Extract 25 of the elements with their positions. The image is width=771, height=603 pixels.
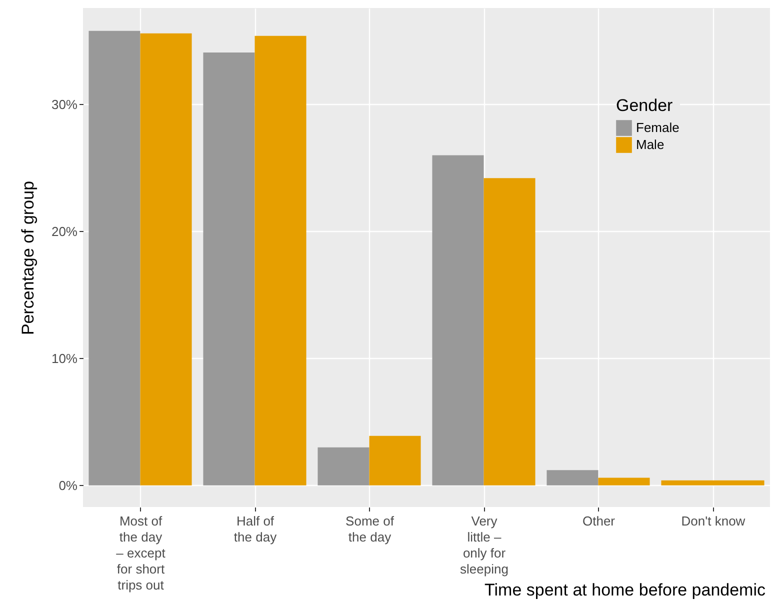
bar [598, 478, 650, 486]
y-tick-label: 0% [58, 478, 78, 493]
legend-label: Female [636, 120, 680, 135]
bar [318, 447, 370, 486]
bar [140, 33, 192, 486]
y-axis-title: Percentage of group [18, 180, 38, 336]
x-tick-label: Most of the day – except for short trips out [116, 514, 166, 592]
legend-label: Male [636, 137, 664, 152]
x-axis-title: Time spent at home before pandemic [484, 580, 766, 600]
bar [254, 36, 306, 486]
x-tick-label: Half of the day [234, 514, 278, 544]
bar [546, 470, 598, 486]
x-tick-label: Some of the day [346, 514, 394, 544]
legend-title: Gender [616, 96, 674, 115]
bar [369, 436, 421, 486]
bar [432, 155, 484, 486]
bar [203, 52, 255, 486]
x-tick-label: Don't know [681, 514, 746, 528]
y-tick-label: 20% [51, 224, 78, 239]
y-tick-label: 10% [51, 350, 78, 366]
bar [484, 178, 536, 486]
bar [88, 30, 140, 486]
x-tick-label: Very little – only for sleeping [460, 514, 508, 576]
y-tick-label: 30% [51, 97, 78, 112]
x-tick-label: Other [582, 514, 616, 528]
